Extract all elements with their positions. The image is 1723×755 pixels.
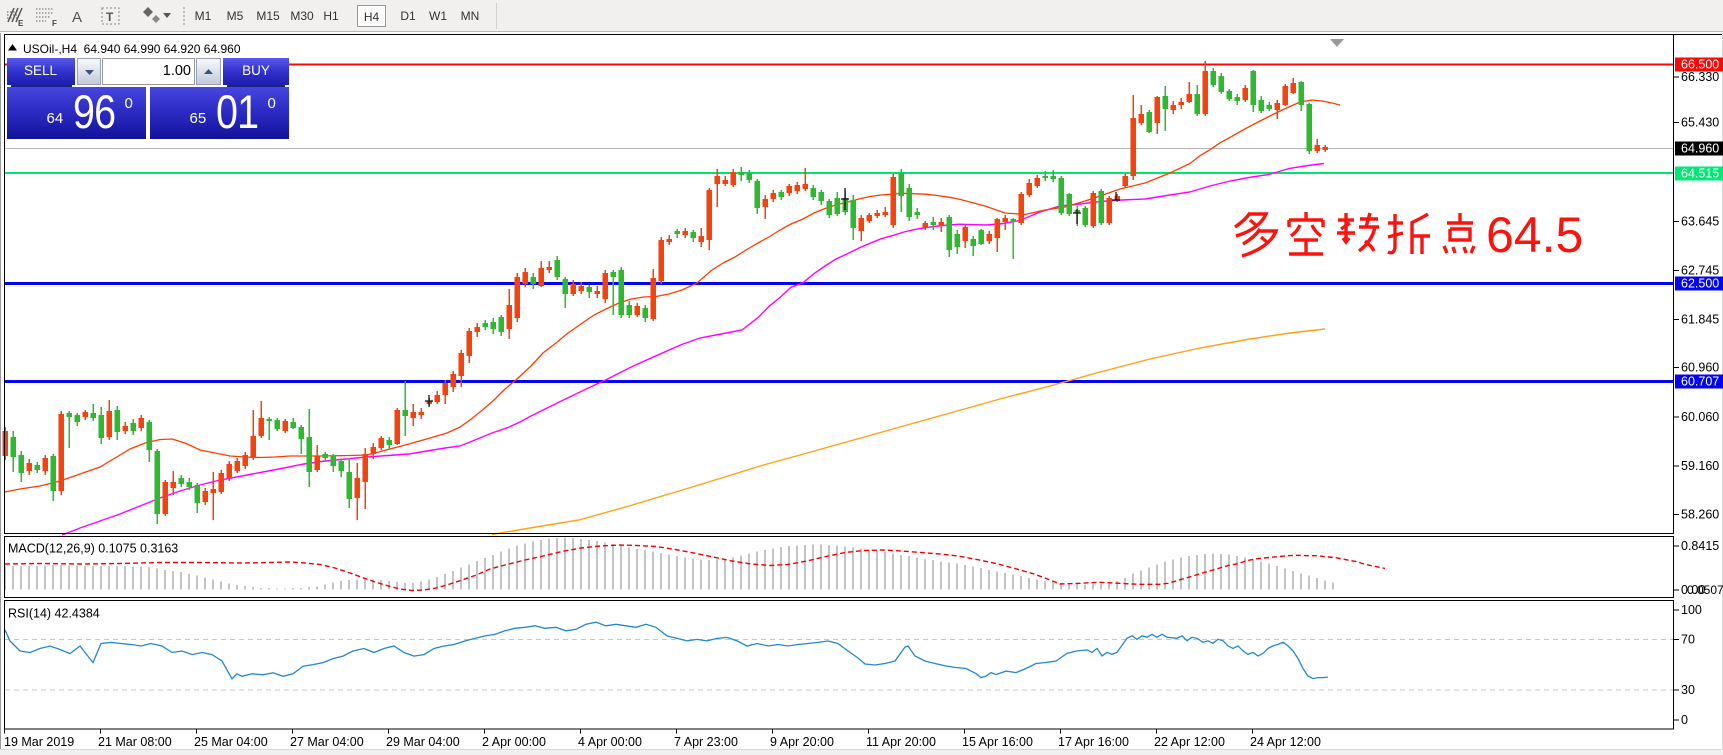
- svg-text:58.260: 58.260: [1681, 508, 1719, 522]
- svg-text:0: 0: [1681, 713, 1688, 727]
- svg-text:0.8415: 0.8415: [1681, 539, 1719, 553]
- svg-text:T: T: [106, 10, 114, 24]
- svg-text:29 Mar 04:00: 29 Mar 04:00: [386, 735, 460, 749]
- svg-text:22 Apr 12:00: 22 Apr 12:00: [1154, 735, 1225, 749]
- svg-text:30: 30: [1681, 683, 1695, 697]
- svg-text:F: F: [52, 19, 57, 28]
- svg-text:11 Apr 20:00: 11 Apr 20:00: [866, 735, 936, 749]
- svg-text:4 Apr 00:00: 4 Apr 00:00: [578, 735, 642, 749]
- svg-text:61.845: 61.845: [1681, 313, 1719, 327]
- svg-text:15 Apr 16:00: 15 Apr 16:00: [962, 735, 1033, 749]
- svg-text:62.500: 62.500: [1681, 277, 1719, 291]
- svg-text:64.960: 64.960: [1681, 142, 1719, 156]
- svg-text:27 Mar 04:00: 27 Mar 04:00: [290, 735, 364, 749]
- svg-text:E: E: [18, 19, 24, 28]
- svg-text:66.500: 66.500: [1681, 58, 1719, 72]
- svg-text:65.430: 65.430: [1681, 116, 1719, 130]
- svg-text:9 Apr 20:00: 9 Apr 20:00: [770, 735, 834, 749]
- svg-text:7 Apr 23:00: 7 Apr 23:00: [674, 735, 738, 749]
- svg-text:2 Apr 00:00: 2 Apr 00:00: [482, 735, 546, 749]
- svg-text:63.645: 63.645: [1681, 215, 1719, 229]
- svg-text:64.515: 64.515: [1681, 167, 1719, 181]
- svg-text:17 Apr 16:00: 17 Apr 16:00: [1058, 735, 1129, 749]
- svg-text:21 Mar 08:00: 21 Mar 08:00: [98, 735, 172, 749]
- svg-text:62.745: 62.745: [1681, 264, 1719, 278]
- svg-text:19 Mar 2019: 19 Mar 2019: [4, 735, 74, 749]
- svg-text:70: 70: [1681, 633, 1695, 647]
- svg-text:66.330: 66.330: [1681, 70, 1719, 84]
- svg-text:RSI(14) 42.4384: RSI(14) 42.4384: [8, 607, 100, 621]
- svg-text:USOil-,H4 64.940 64.990 64.92: USOil-,H4 64.940 64.990 64.920 64.960: [23, 42, 241, 56]
- svg-text:100: 100: [1681, 603, 1702, 617]
- svg-text:60.060: 60.060: [1681, 410, 1719, 424]
- svg-text:60.707: 60.707: [1681, 375, 1719, 389]
- svg-text:60.960: 60.960: [1681, 361, 1719, 375]
- svg-text:24 Apr 12:00: 24 Apr 12:00: [1250, 735, 1321, 749]
- svg-text:A: A: [72, 9, 82, 26]
- svg-text:64.5: 64.5: [1486, 207, 1583, 263]
- svg-text:MACD(12,26,9) 0.1075 0.3163: MACD(12,26,9) 0.1075 0.3163: [8, 542, 178, 556]
- svg-text:0.00: 0.00: [1681, 583, 1705, 597]
- svg-text:25 Mar 04:00: 25 Mar 04:00: [194, 735, 268, 749]
- svg-text:0.0507: 0.0507: [1687, 583, 1723, 597]
- svg-text:59.160: 59.160: [1681, 459, 1719, 473]
